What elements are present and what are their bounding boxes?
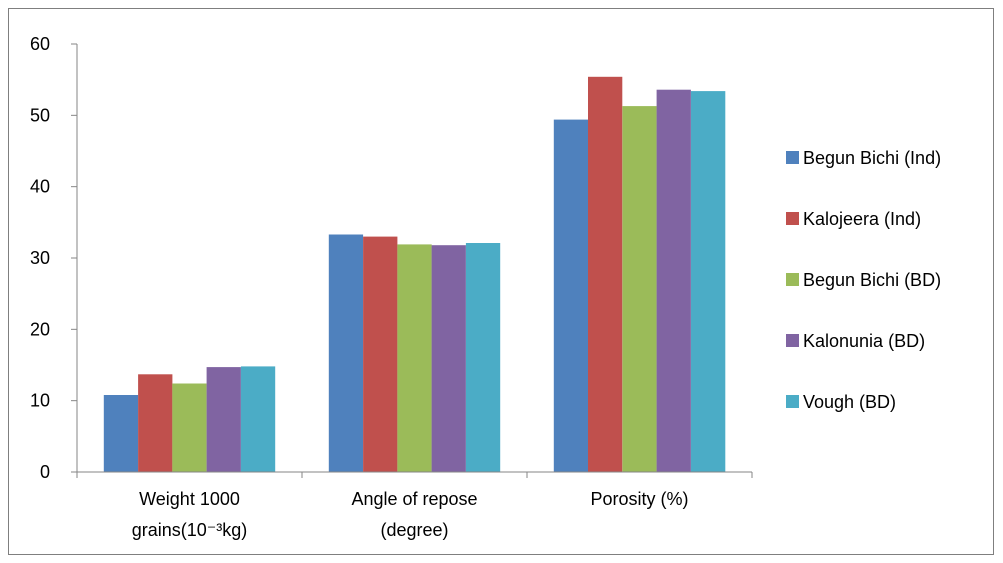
bars-layer xyxy=(103,76,726,473)
legend-swatch xyxy=(786,273,799,286)
axes-layer: 0 10 20 30 40 50 60 Weight 1000 grains(10⁻³kg) An… xyxy=(30,34,753,540)
legend: Begun Bichi (Ind) Kalojeera (Ind) Begun Bi… xyxy=(786,148,941,412)
legend-label: Begun Bichi (BD) xyxy=(803,270,941,290)
bar-2-2 xyxy=(622,106,657,472)
legend-label: Kalonunia (BD) xyxy=(803,331,925,351)
bar-1-0 xyxy=(138,374,173,472)
legend-label: Begun Bichi (Ind) xyxy=(803,148,941,168)
bar-0-1 xyxy=(328,234,364,472)
legend-label: Kalojeera (Ind) xyxy=(803,209,921,229)
y-tick-label: 50 xyxy=(30,105,50,125)
bar-1-2 xyxy=(588,76,623,473)
y-tick-label: 40 xyxy=(30,177,50,197)
bar-3-1 xyxy=(431,245,466,472)
legend-swatch xyxy=(786,395,799,408)
bar-0-0 xyxy=(103,395,139,472)
legend-swatch xyxy=(786,212,799,225)
legend-swatch xyxy=(786,151,799,164)
y-tick-label: 0 xyxy=(40,462,50,482)
legend-swatch xyxy=(786,334,799,347)
legend-label: Vough (BD) xyxy=(803,392,896,412)
y-tick-label: 60 xyxy=(30,34,50,54)
bar-3-2 xyxy=(656,89,691,472)
bar-4-2 xyxy=(691,91,726,472)
x-category-label: Weight 1000 grains(10⁻³kg) xyxy=(132,489,248,540)
bar-1-1 xyxy=(363,236,398,472)
bar-2-0 xyxy=(172,383,207,472)
bar-3-0 xyxy=(206,367,241,472)
bar-2-1 xyxy=(397,244,432,472)
x-category-label: Porosity (%) xyxy=(590,489,688,509)
bar-4-1 xyxy=(465,243,501,472)
bar-0-2 xyxy=(553,119,589,472)
y-tick-label: 20 xyxy=(30,319,50,339)
x-category-label: Angle of repose (degree) xyxy=(351,489,477,540)
y-tick-label: 10 xyxy=(30,391,50,411)
bar-4-0 xyxy=(240,366,276,472)
y-tick-label: 30 xyxy=(30,248,50,268)
